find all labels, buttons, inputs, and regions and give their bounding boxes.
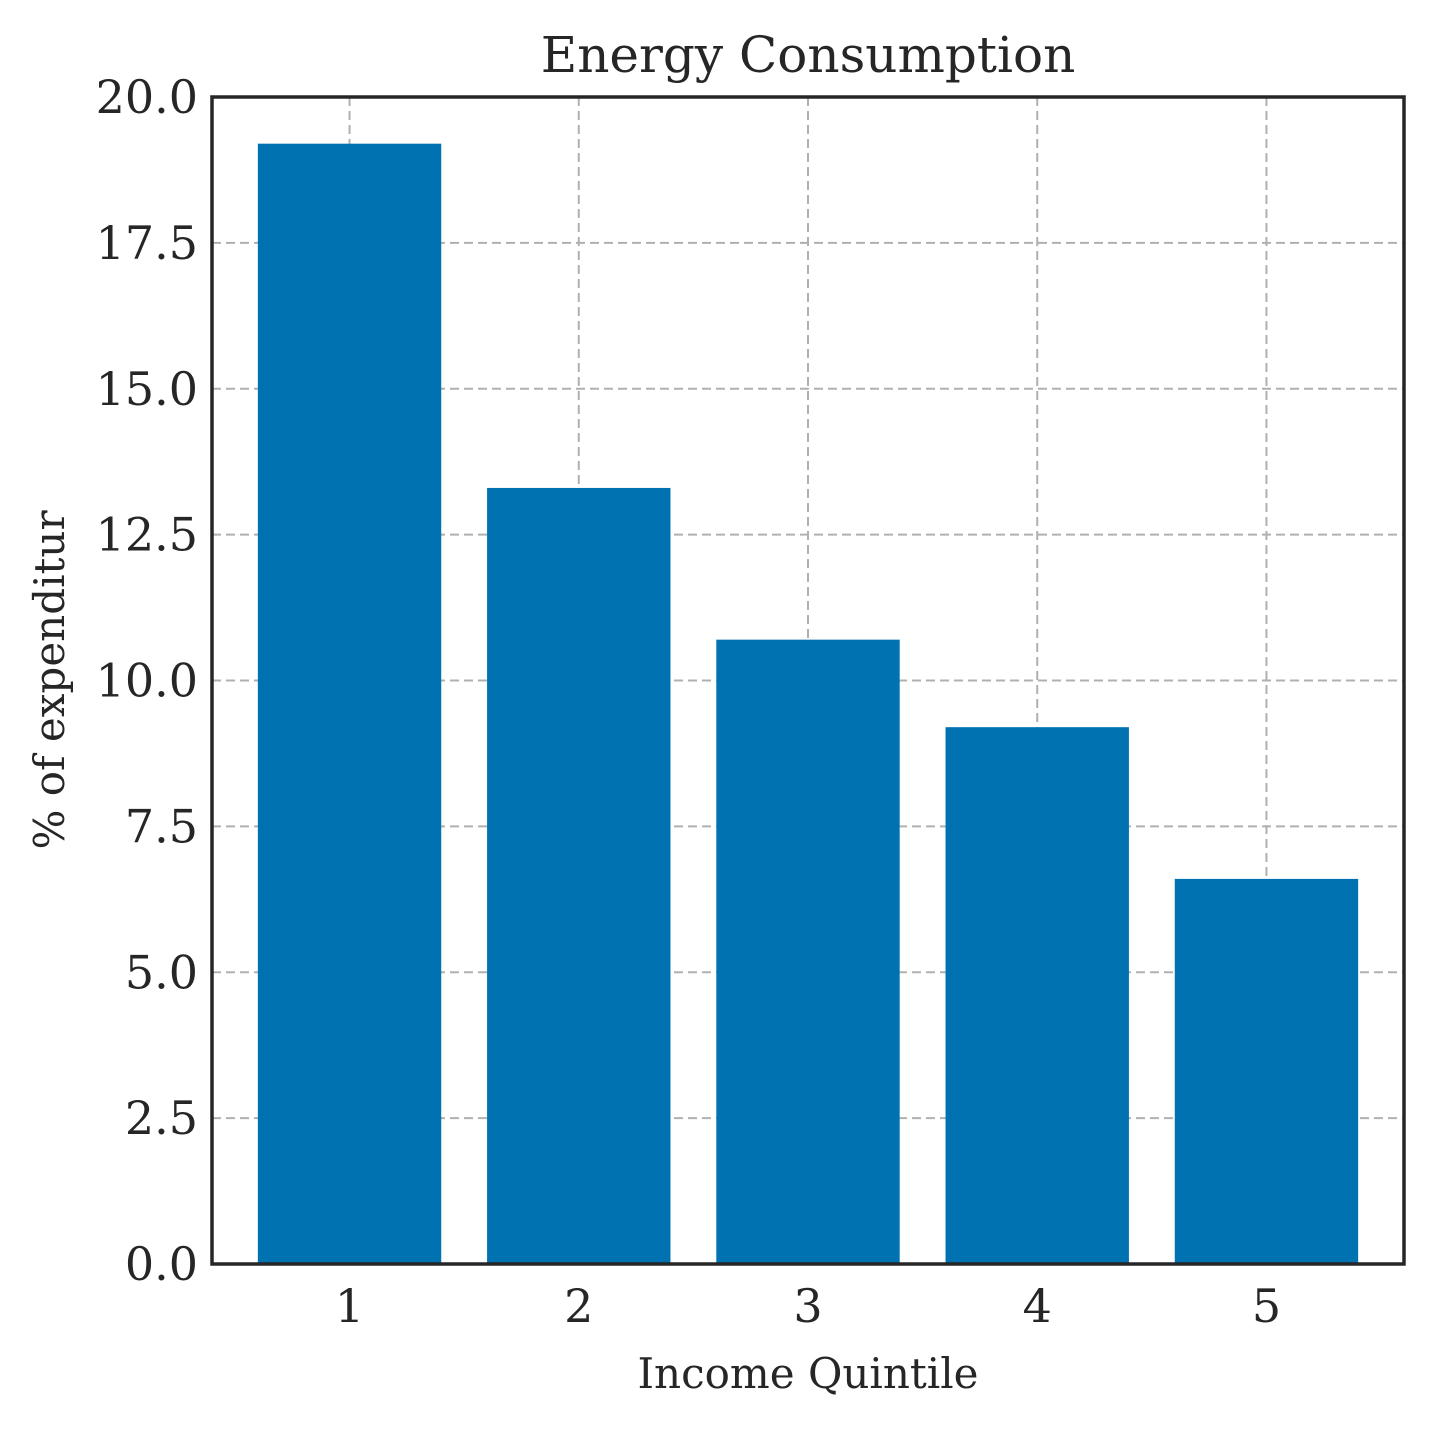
y-tick-label: 2.5 [125, 1091, 198, 1145]
x-tick-label: 2 [564, 1279, 593, 1333]
y-tick-label: 7.5 [125, 799, 198, 853]
chart-title: Energy Consumption [541, 26, 1076, 84]
x-tick-label: 1 [335, 1279, 364, 1333]
x-tick-label: 5 [1252, 1279, 1281, 1333]
y-tick-label: 0.0 [125, 1237, 198, 1291]
bar-3 [716, 639, 900, 1264]
y-tick-labels: 0.0 2.5 5.0 7.5 10.0 12.5 15.0 17.5 20.0 [96, 70, 198, 1291]
y-tick-label: 12.5 [96, 508, 198, 562]
bar-4 [945, 727, 1129, 1264]
bar-2 [487, 487, 671, 1264]
bar-5 [1174, 878, 1359, 1264]
x-tick-labels: 1 2 3 4 5 [335, 1279, 1281, 1333]
x-tick-label: 4 [1023, 1279, 1052, 1333]
y-tick-label: 5.0 [125, 945, 198, 999]
y-tick-label: 17.5 [96, 216, 198, 270]
y-tick-label: 20.0 [96, 70, 198, 124]
bars [257, 143, 1359, 1265]
plot-frame [210, 95, 1406, 1266]
x-tick-label: 3 [793, 1279, 822, 1333]
bar-1 [257, 143, 442, 1265]
y-tick-label: 10.0 [96, 654, 198, 708]
x-axis-label: Income Quintile [637, 1349, 978, 1398]
y-axis-label: % of expenditur [25, 510, 74, 850]
y-tick-label: 15.0 [96, 362, 198, 416]
